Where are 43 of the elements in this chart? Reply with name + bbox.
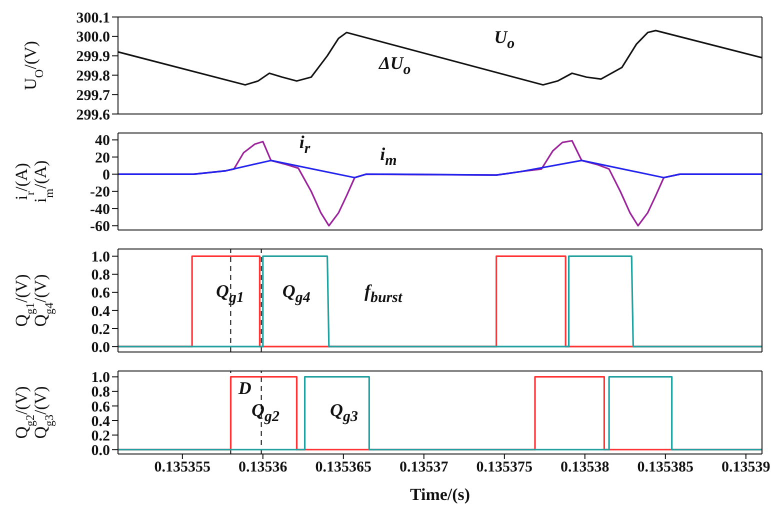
y-tick-label: 0.4	[91, 414, 110, 430]
y-tick-label: 299.7	[76, 88, 110, 104]
y-tick-label: 299.8	[76, 68, 110, 85]
x-tick-label: 0.135375	[476, 460, 533, 476]
annotation: Q$_{g4}$	[282, 282, 310, 306]
y-tick-label: -60	[90, 219, 110, 236]
y-tick-label: 300.0	[76, 30, 110, 46]
x-axis-title: Time/(s)	[410, 485, 470, 504]
annotation: Q$_{g1}$	[216, 282, 244, 306]
y-tick-label: 1.0	[91, 250, 110, 266]
y-tick-label: 0	[102, 168, 110, 184]
x-tick-label: 0.13538	[560, 460, 610, 476]
y-tick-label: 0.0	[91, 340, 110, 356]
annotation: ΔU$_{o}$	[379, 52, 411, 78]
x-tick-label: 0.135355	[154, 460, 211, 476]
y-tick-label: 0.8	[91, 268, 110, 284]
x-tick-label: 0.13539	[722, 460, 770, 476]
annotation: Q$_{g3}$	[330, 400, 358, 424]
y-tick-label: 0.2	[91, 428, 110, 444]
y-tick-label: 0.0	[91, 442, 110, 459]
x-tick-label: 0.135365	[315, 460, 372, 476]
y-tick-label: 0.6	[91, 399, 110, 416]
y-tick-label: -20	[90, 184, 110, 201]
y-tick-label: 20	[95, 150, 110, 166]
y-tick-label: 0.4	[91, 304, 110, 320]
y-tick-label: 0.2	[91, 322, 110, 338]
y-tick-label: 299.9	[76, 49, 110, 66]
y-tick-label: 299.6	[76, 107, 110, 124]
annotation: i$_{r}$	[299, 132, 310, 156]
y-tick-label: 1.0	[91, 370, 110, 386]
x-tick-label: 0.13537	[400, 460, 449, 476]
annotation: D	[238, 378, 252, 398]
annotation: Q$_{g2}$	[251, 400, 280, 424]
x-tick-label: 0.13536	[238, 460, 288, 476]
x-tick-label: 0.135385	[637, 460, 694, 476]
annotation: i$_{m}$	[380, 144, 397, 170]
y-tick-label: 40	[95, 133, 110, 150]
y-tick-label: 0.6	[91, 286, 110, 302]
y-tick-label: 300.1	[76, 10, 110, 26]
annotation: U$_{o}$	[494, 27, 515, 52]
y-tick-label: -40	[90, 202, 110, 218]
y-tick-label: 0.8	[91, 384, 110, 401]
annotation: f$_{burst}$	[364, 282, 402, 306]
